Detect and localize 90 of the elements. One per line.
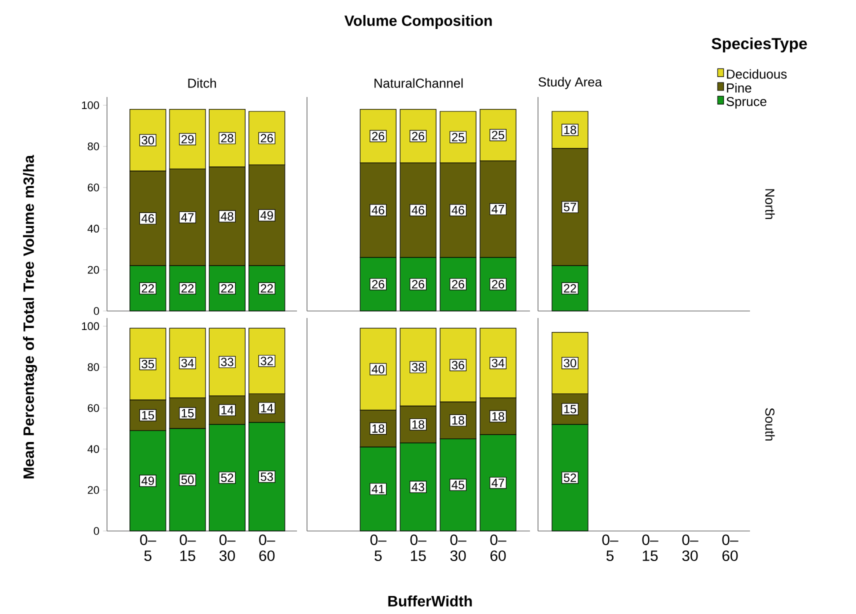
data-label: 49 [141, 476, 154, 486]
data-label: 14 [261, 404, 274, 412]
y-tick-label: 60 [88, 184, 100, 192]
y-tick-label: 20 [88, 266, 100, 274]
data-label: 33 [221, 358, 234, 366]
legend-label: Deciduous [726, 69, 787, 79]
data-label: 26 [372, 280, 384, 288]
data-label: 28 [221, 134, 234, 142]
y-axis-title: Mean Percentage of Total Tree Volume m3/ha [23, 154, 38, 478]
data-label: 26 [452, 280, 464, 288]
data-label: 25 [492, 130, 504, 140]
data-label: 18 [412, 420, 424, 429]
data-label: 34 [181, 358, 194, 368]
x-tick-label: 0–30 [450, 534, 466, 562]
data-label: 18 [492, 412, 504, 421]
chart-title: Volume Composition [344, 15, 492, 29]
data-label: 46 [412, 206, 424, 214]
data-label: 47 [181, 213, 194, 222]
data-label: 22 [181, 284, 194, 293]
data-label: 35 [142, 360, 154, 368]
y-tick-label: 20 [88, 486, 100, 494]
legend-label: Spruce [726, 96, 766, 109]
data-label: 34 [492, 358, 504, 368]
data-label: 48 [220, 212, 234, 221]
data-label: 29 [181, 134, 194, 144]
data-label: 22 [260, 284, 273, 293]
y2-axis-title: North [765, 189, 775, 219]
data-label: 53 [260, 472, 273, 481]
data-label: 47 [492, 478, 504, 487]
x-tick-label: 0–60 [490, 534, 506, 562]
legend-label: Pine [726, 83, 752, 93]
x-tick-label: 0–5 [370, 534, 386, 562]
y-tick-label: 0 [94, 527, 100, 535]
data-label: 32 [260, 356, 273, 366]
data-label: 26 [260, 134, 273, 142]
x-tick-label: 0–15 [642, 534, 658, 562]
x-tick-label: 0–5 [602, 534, 618, 562]
data-label: 18 [452, 416, 464, 425]
y-tick-label: 40 [88, 445, 100, 453]
data-label: 52 [221, 474, 234, 482]
data-label: 43 [412, 482, 424, 492]
data-label: 52 [564, 474, 576, 482]
data-label: 46 [141, 214, 154, 223]
data-label: 15 [142, 411, 154, 420]
x-tick-label: 0–5 [140, 534, 156, 562]
data-label: 18 [564, 126, 576, 134]
data-label: 41 [372, 484, 384, 494]
y-tick-label: 100 [82, 322, 100, 330]
data-label: 26 [372, 132, 384, 140]
chart-subtitle: Study Area [538, 77, 602, 90]
data-label: 26 [492, 280, 504, 288]
y-tick-label: 40 [88, 224, 100, 233]
x-tick-label: 0–30 [219, 534, 236, 562]
data-label: 26 [412, 280, 424, 288]
data-label: 57 [564, 202, 576, 212]
x-tick-label: 0–15 [180, 534, 196, 562]
y2-axis-title: South [765, 408, 775, 441]
data-label: 18 [372, 424, 384, 433]
x-tick-label: 0–15 [410, 534, 426, 562]
x-tick-label: 0–30 [682, 534, 698, 562]
data-label: 26 [412, 132, 424, 140]
data-label: 45 [452, 480, 464, 490]
data-label: 47 [492, 205, 504, 214]
data-label: 40 [372, 364, 384, 374]
data-label: 22 [564, 284, 576, 293]
data-label: 30 [564, 358, 576, 368]
data-label: 30 [142, 136, 154, 144]
legend-title: SpeciesType [712, 38, 807, 52]
x-tick-label: 0–60 [259, 534, 276, 562]
data-label: 46 [372, 206, 384, 214]
x-tick-label: 0–60 [722, 534, 738, 562]
data-label: 36 [452, 360, 464, 370]
data-label: 15 [564, 404, 576, 414]
data-label: 49 [260, 211, 273, 220]
y-tick-label: 0 [94, 307, 100, 315]
data-label: 38 [412, 362, 424, 372]
data-label: 50 [181, 476, 194, 484]
y-tick-label: 100 [82, 101, 100, 110]
chart-subtitle: NaturalChannel [374, 78, 463, 88]
y-tick-label: 60 [88, 404, 100, 412]
chart-subtitle: Ditch [188, 78, 216, 88]
y-tick-label: 80 [88, 142, 100, 150]
data-label: 22 [221, 284, 234, 293]
data-label: 22 [142, 284, 154, 293]
data-label: 15 [182, 409, 194, 418]
data-label: 46 [452, 206, 464, 214]
data-label: 14 [221, 406, 234, 414]
x-axis-title: BufferWidth [388, 596, 472, 606]
data-label: 25 [452, 132, 464, 142]
y-tick-label: 80 [88, 363, 100, 372]
